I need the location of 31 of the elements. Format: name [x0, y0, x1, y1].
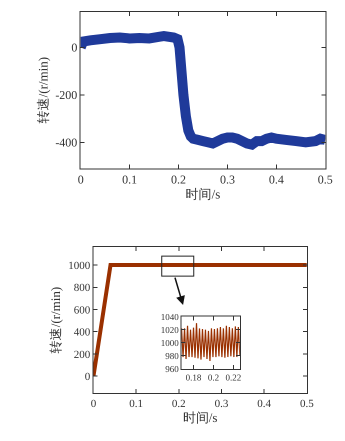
x-tick-label: 0.2 — [172, 398, 186, 410]
x-tick-label: 0.3 — [214, 398, 229, 410]
line-series — [182, 322, 240, 362]
y-tick-label: 800 — [74, 282, 91, 294]
x-tick-label: 0.5 — [318, 172, 333, 187]
x-tick-label: 0.3 — [220, 172, 235, 187]
y-tick-label: 980 — [165, 350, 180, 361]
y-tick-label: 1000 — [68, 260, 91, 272]
y-tick-label: 960 — [165, 364, 180, 374]
y-tick-label: -400 — [55, 135, 78, 150]
x-tick-label: 0.4 — [268, 172, 284, 187]
y-tick-label: -200 — [55, 88, 78, 102]
x-tick-label: 0.2 — [208, 372, 220, 383]
y-tick-label: 200 — [74, 348, 91, 361]
x-tick-label: 0.18 — [186, 372, 202, 383]
x-tick-label: 0.5 — [300, 398, 314, 410]
y-tick-label: 1040 — [160, 312, 180, 322]
y-tick-label: 1020 — [160, 324, 180, 335]
y-tick-label: 400 — [74, 326, 91, 339]
x-axis-title: 时间/s — [186, 186, 220, 202]
y-axis-title: 转速/(r/min) — [48, 286, 64, 354]
x-axis-title: 时间/s — [182, 410, 218, 426]
y-tick-label: 600 — [74, 304, 91, 316]
y-axis-title: 转速/(r/min) — [35, 56, 50, 124]
x-tick-label: 0.1 — [129, 398, 144, 410]
y-tick-label: 1000 — [160, 338, 180, 348]
x-tick-label: 0.22 — [225, 372, 242, 383]
y-tick-label: 0 — [71, 40, 78, 55]
x-tick-label: 0.1 — [122, 172, 138, 187]
x-tick-label: 0.2 — [171, 172, 186, 187]
x-tick-label: 0.4 — [257, 398, 272, 410]
